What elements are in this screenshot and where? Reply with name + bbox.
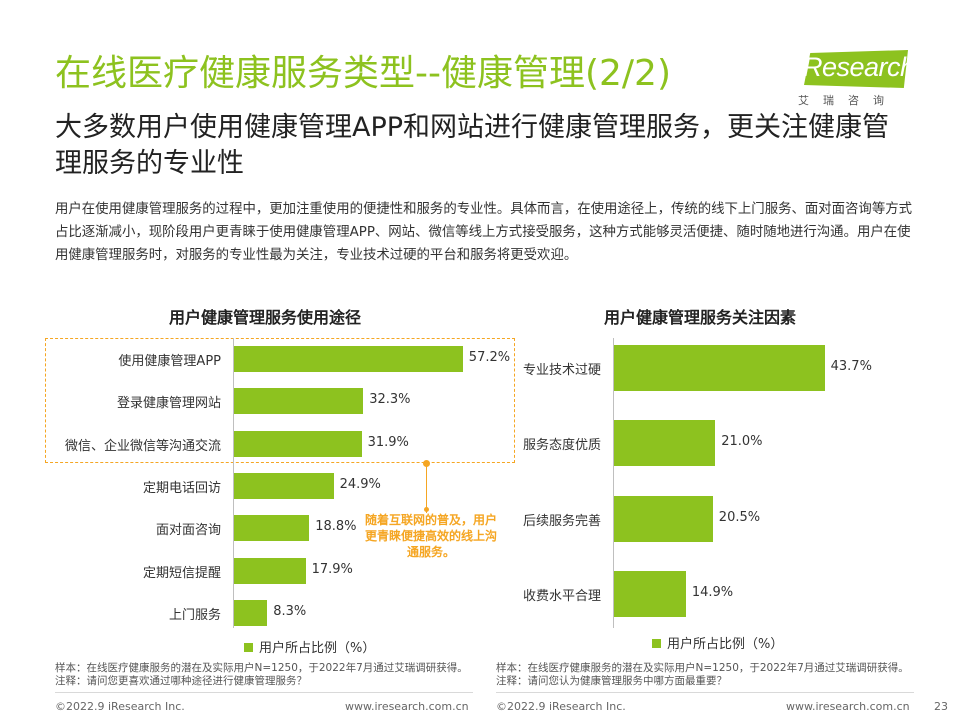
- sample-note: 样本：在线医疗健康服务的潜在及实际用户N=1250，于2022年7月通过艾瑞调研…: [55, 662, 468, 674]
- right-chart-note: 样本：在线医疗健康服务的潜在及实际用户N=1250，于2022年7月通过艾瑞调研…: [496, 662, 909, 688]
- intro-paragraph: 用户在使用健康管理服务的过程中，更加注重使用的便捷性和服务的专业性。具体而言，在…: [55, 202, 912, 263]
- value-label: 14.9%: [691, 584, 734, 600]
- value-label: 18.8%: [315, 519, 357, 535]
- right-chart-legend: 用户所占比例（%）: [652, 633, 783, 652]
- value-label: 20.5%: [718, 509, 761, 525]
- iresearch-logo: iResearch 艾瑞咨询: [794, 50, 918, 110]
- bar: [234, 388, 364, 415]
- value-label: 43.7%: [830, 359, 872, 374]
- logo-band: [804, 50, 908, 88]
- value-label: 32.3%: [369, 392, 411, 408]
- bar: [614, 345, 825, 391]
- right-chart-title: 用户健康管理服务关注因素: [603, 308, 796, 327]
- footer-copyright: ©2022.9 iResearch Inc.: [55, 700, 185, 713]
- category-label: 后续服务完善: [522, 513, 601, 529]
- category-label: 定期电话回访: [142, 480, 221, 496]
- bar: [234, 599, 268, 626]
- legend-label: 用户所占比例（%）: [259, 641, 376, 656]
- bar: [234, 515, 310, 542]
- category-label: 使用健康管理APP: [118, 354, 221, 369]
- bar: [234, 430, 362, 457]
- bar: [234, 472, 334, 499]
- value-label: 17.9%: [311, 561, 353, 577]
- category-label: 收费水平合理: [522, 588, 601, 604]
- bar: [614, 420, 716, 467]
- footer-divider-left: [55, 692, 473, 693]
- bar: [614, 570, 686, 617]
- sample-note: 样本：在线医疗健康服务的潜在及实际用户N=1250，于2022年7月通过艾瑞调研…: [496, 662, 909, 674]
- category-label: 定期短信提醒: [142, 565, 221, 581]
- annotation-connector: [426, 463, 427, 513]
- footer-url[interactable]: www.iresearch.com.cn: [786, 700, 910, 713]
- page-title: 在线医疗健康服务类型--健康管理(2/2): [55, 53, 672, 94]
- category-label: 服务态度优质: [522, 438, 601, 454]
- value-label: 24.9%: [339, 476, 381, 492]
- page-number: 23: [934, 700, 948, 713]
- chart-annotation: 随着互联网的普及，用户更青睐便捷高效的线上沟通服务。: [364, 513, 497, 559]
- highlight-box: [45, 338, 515, 463]
- category-label: 登录健康管理网站: [116, 396, 221, 412]
- chart-axis: [233, 338, 234, 628]
- left-chart-legend: 用户所占比例（%）: [244, 637, 375, 656]
- legend-label: 用户所占比例（%）: [667, 637, 784, 652]
- footer-copyright: ©2022.9 iResearch Inc.: [496, 700, 626, 713]
- annotation-dot-bottom: [424, 507, 429, 512]
- category-label: 微信、企业微信等沟通交流: [64, 438, 221, 454]
- legend-swatch: [652, 639, 661, 648]
- footer-divider-right: [496, 692, 914, 693]
- category-label: 专业技术过硬: [522, 363, 601, 378]
- logo-subtext: 艾瑞咨询: [798, 94, 898, 107]
- left-chart-title: 用户健康管理服务使用途径: [168, 308, 361, 327]
- question-note: 注释：请问您更喜欢通过哪种途径进行健康管理服务？: [55, 675, 307, 687]
- page-subtitle: 大多数用户使用健康管理APP和网站进行健康管理服务，更关注健康管理服务的专业性: [55, 112, 890, 179]
- value-label: 57.2%: [468, 350, 511, 365]
- legend-swatch: [244, 643, 253, 652]
- chart-axis: [613, 338, 614, 628]
- value-label: 31.9%: [367, 434, 409, 450]
- category-label: 上门服务: [168, 607, 221, 623]
- question-note: 注释：请问您认为健康管理服务中哪方面最重要？: [496, 675, 727, 687]
- value-label: 21.0%: [721, 434, 763, 450]
- bar: [234, 557, 306, 584]
- bar: [614, 495, 713, 542]
- logo-text: iResearch: [797, 52, 915, 82]
- value-label: 8.3%: [273, 603, 307, 619]
- category-label: 面对面咨询: [155, 523, 221, 539]
- bar: [234, 346, 463, 372]
- left-chart-note: 样本：在线医疗健康服务的潜在及实际用户N=1250，于2022年7月通过艾瑞调研…: [55, 662, 468, 688]
- footer-url[interactable]: www.iresearch.com.cn: [345, 700, 469, 713]
